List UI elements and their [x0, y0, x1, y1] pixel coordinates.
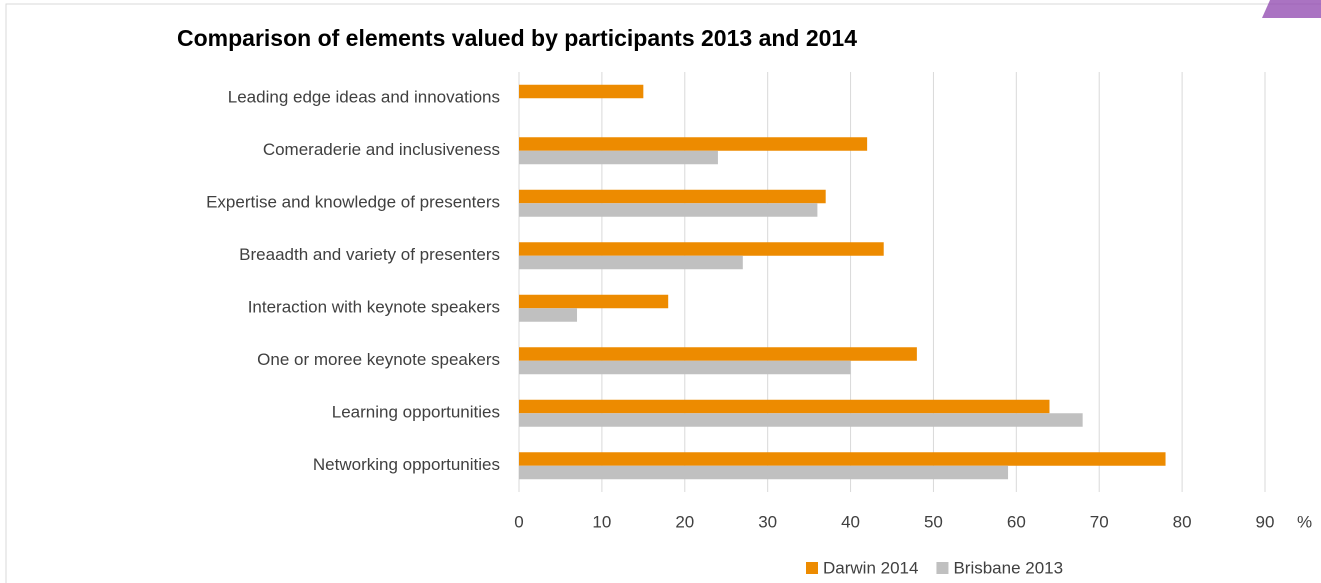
bar: [519, 399, 1050, 414]
chart-title: Comparison of elements valued by partici…: [177, 25, 857, 51]
y-tick-label: Learning opportunities: [332, 403, 500, 422]
y-tick-label: One or moree keynote speakers: [257, 350, 500, 369]
legend-swatch: [936, 562, 949, 574]
bar: [519, 242, 884, 256]
y-tick-label: Networking opportunities: [313, 455, 500, 474]
y-tick-label: Interaction with keynote speakers: [248, 298, 500, 317]
y-tick-label: Leading edge ideas and innovations: [228, 88, 500, 107]
bar: [519, 294, 669, 309]
bar: [519, 308, 578, 322]
x-tick-label: 30: [758, 512, 777, 531]
x-tick-label: 40: [841, 512, 860, 531]
bar: [519, 189, 826, 204]
y-tick-label: Breaadth and variety of presenters: [239, 245, 500, 264]
bar: [519, 413, 1083, 427]
x-tick-label: 80: [1173, 512, 1192, 531]
bar: [519, 84, 644, 99]
bar: [519, 360, 851, 375]
bar: [519, 347, 917, 361]
bar: [519, 255, 743, 270]
legend-label: Brisbane 2013: [953, 558, 1063, 577]
x-tick-label: 90: [1256, 512, 1275, 531]
bar: [519, 150, 718, 165]
x-tick-label: 60: [1007, 512, 1026, 531]
bar: [519, 465, 1009, 480]
x-axis-label: %: [1297, 512, 1312, 531]
x-tick-label: 0: [514, 512, 523, 531]
bar: [519, 452, 1166, 466]
bar: [519, 137, 868, 151]
legend-swatch: [806, 562, 818, 574]
y-tick-label: Comeraderie and inclusiveness: [263, 140, 500, 159]
x-tick-label: 10: [592, 512, 611, 531]
corner-decoration: [1262, 0, 1321, 18]
x-tick-label: 50: [924, 512, 943, 531]
frame: [5, 3, 1321, 583]
y-tick-label: Expertise and knowledge of presenters: [206, 193, 500, 212]
bar: [519, 203, 818, 217]
x-tick-label: 70: [1090, 512, 1109, 531]
x-tick-label: 20: [675, 512, 694, 531]
legend-label: Darwin 2014: [823, 558, 918, 577]
